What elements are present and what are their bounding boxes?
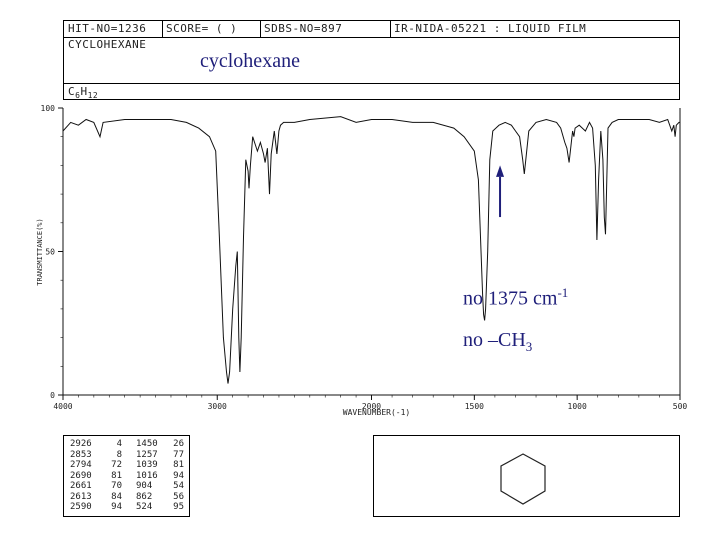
measurement-method: IR-NIDA-05221 : LIQUID FILM [394, 22, 587, 35]
peak-transmittance-4: 54 [173, 481, 184, 491]
peak-transmittance-2: 81 [173, 460, 184, 470]
arrow-head [496, 165, 505, 177]
peak-wavenumber-3: 1016 [136, 470, 158, 481]
peak-wavenumber-6: 2590 [70, 502, 92, 512]
peak-transmittance-1: 77 [173, 449, 184, 460]
peak-table-t-right: 26 77 81 94 54 56 95 [166, 439, 184, 513]
chart-axes [62, 108, 681, 396]
y-tick-label: 100 [41, 104, 56, 113]
score: SCORE= ( ) [166, 22, 238, 35]
peak-transmittance-0: 26 [173, 439, 184, 449]
peak-transmittance-3: 94 [173, 470, 184, 481]
y-axis-label: TRANSMITTANCE(%) [36, 218, 44, 285]
structure-box [373, 435, 680, 517]
peak-transmittance-5: 84 [111, 491, 122, 502]
header-divider-formula [64, 83, 679, 84]
hit-number: HIT-NO=1236 [68, 22, 147, 35]
peak-transmittance-6: 95 [173, 502, 184, 512]
peak-wavenumber-5: 862 [136, 491, 153, 502]
peak-transmittance-6: 94 [111, 502, 122, 512]
cyclohexane-ring [500, 453, 546, 505]
header-row-ids: HIT-NO=1236 SCORE= ( ) SDBS-NO=897 IR-NI… [64, 21, 679, 38]
compound-name: CYCLOHEXANE [68, 38, 147, 51]
peak-table-t-left: 4 8 72 81 70 84 94 [104, 439, 122, 513]
cyclohexane-structure-icon [500, 453, 546, 505]
note-no-1375-text: no 1375 cm [463, 287, 558, 310]
x-tick-label: 1500 [465, 402, 484, 411]
note-no-ch3-text: no –CH [463, 329, 526, 351]
peak-wavenumber-0: 2926 [70, 439, 92, 449]
peak-table-wn-left: 2926 2853 2794 2690 2661 2613 2590 [70, 439, 92, 513]
peak-table-wn-right: 1450 1257 1039 1016 904 862 524 [136, 439, 158, 513]
peak-wavenumber-4: 904 [136, 481, 153, 491]
peak-transmittance-3: 81 [111, 470, 122, 481]
x-tick-label: 500 [673, 402, 688, 411]
header-divider [162, 21, 163, 37]
x-tick-label: 3000 [208, 402, 227, 411]
note-no-ch3-sub: 3 [525, 339, 533, 354]
peak-wavenumber-5: 2613 [70, 491, 92, 502]
peak-transmittance-1: 8 [116, 449, 122, 460]
chart-ticks: 4000 3000 2000 1500 1000 500 0 50 100 WAVENUMBER(… [36, 104, 687, 417]
header-divider [260, 21, 261, 37]
compound-label: cyclohexane [200, 50, 300, 72]
sdbs-number: SDBS-NO=897 [264, 22, 343, 35]
peak-table: 2926 2853 2794 2690 2661 2613 2590 4 8 72 81 70 84 9… [63, 435, 190, 517]
molecular-formula: C6H12 [68, 85, 99, 101]
y-tick-label: 0 [50, 391, 55, 400]
y-tick-label: 50 [45, 248, 55, 257]
peak-wavenumber-0: 1450 [136, 439, 158, 449]
peak-wavenumber-1: 2853 [70, 449, 92, 460]
peak-wavenumber-2: 1039 [136, 460, 158, 470]
spectrum-curve-group [62, 116, 680, 384]
peak-transmittance-0: 4 [116, 439, 122, 449]
peak-wavenumber-1: 1257 [136, 449, 158, 460]
x-tick-label: 4000 [53, 402, 72, 411]
spectrum-header: HIT-NO=1236 SCORE= ( ) SDBS-NO=897 IR-NI… [63, 20, 680, 100]
x-axis-label: WAVENUMBER(-1) [343, 408, 410, 417]
peak-wavenumber-3: 2690 [70, 470, 92, 481]
x-tick-label: 1000 [568, 402, 587, 411]
header-divider [390, 21, 391, 37]
peak-wavenumber-2: 2794 [70, 460, 92, 470]
peak-wavenumber-4: 2661 [70, 481, 92, 491]
peak-wavenumber-6: 524 [136, 502, 153, 512]
spectrum-line [62, 116, 680, 384]
note-no-1375-sup: -1 [557, 285, 569, 300]
note-no-1375: no 1375 cm-1 [463, 285, 568, 311]
peak-transmittance-4: 70 [111, 481, 122, 491]
note-no-ch3: no –CH3 [463, 329, 532, 355]
peak-transmittance-2: 72 [111, 460, 122, 470]
x-tick-label: 2000 [362, 402, 381, 411]
annotation-arrow-group [496, 165, 505, 218]
peak-transmittance-5: 56 [173, 491, 184, 502]
